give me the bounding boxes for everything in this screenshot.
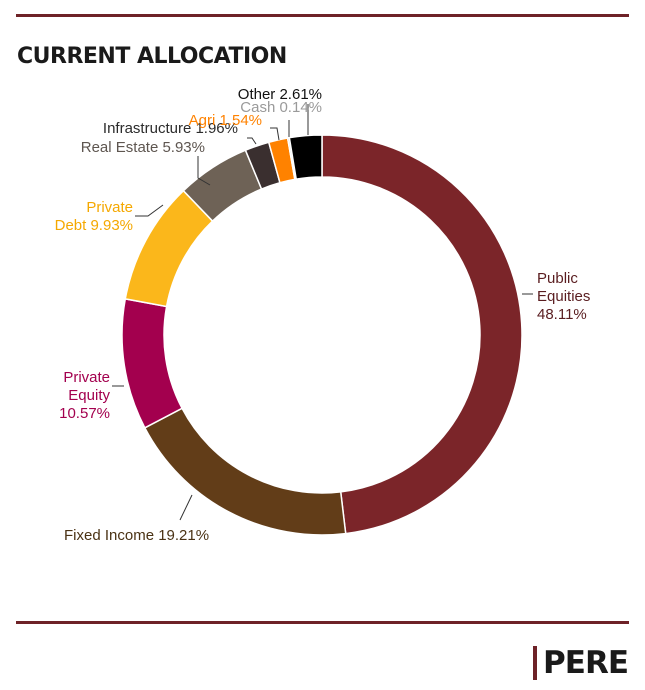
leader-line-fixed-income — [179, 494, 193, 521]
pere-logo: PERE — [533, 645, 629, 681]
label-private-equity: Private Equity 10.57% — [59, 369, 110, 422]
label-line: Private — [63, 369, 110, 386]
label-cash: Cash 0.14% — [240, 99, 322, 116]
label-line: Equities — [537, 288, 590, 305]
bottom-rule — [16, 621, 629, 624]
slice-fixed-income — [143, 407, 347, 536]
leader-line-private-debt — [135, 204, 164, 217]
label-private-debt: Private Debt 9.93% — [55, 199, 133, 234]
label-line: Infrastructure 1.96% — [103, 120, 238, 137]
label-line: Debt 9.93% — [55, 217, 133, 234]
logo-accent-bar — [533, 646, 538, 680]
leader-line-infrastructure — [247, 137, 257, 145]
label-real-estate: Real Estate 5.93% — [81, 139, 205, 156]
label-line: Private — [86, 199, 133, 216]
label-agri: Agri 1.54% — [189, 112, 262, 129]
label-other: Other 2.61% — [238, 86, 322, 103]
label-fixed-income: Fixed Income 19.21% — [64, 527, 209, 544]
top-rule — [16, 14, 629, 17]
label-line: Cash 0.14% — [240, 99, 322, 116]
slice-public-equities — [321, 134, 523, 535]
label-line: 10.57% — [59, 405, 110, 422]
logo-text: PERE — [543, 645, 629, 681]
label-line: Equity — [68, 387, 110, 404]
slice-private-equity — [121, 298, 184, 429]
label-infrastructure: Infrastructure 1.96% — [103, 120, 238, 137]
chart-title: CURRENT ALLOCATION — [17, 44, 287, 69]
label-line: Real Estate 5.93% — [81, 139, 205, 156]
label-line: Fixed Income 19.21% — [64, 527, 209, 544]
label-line: Public — [537, 270, 578, 287]
slice-other — [288, 134, 323, 180]
label-public-equities: Public Equities 48.11% — [537, 270, 590, 323]
label-line: Agri 1.54% — [189, 112, 262, 129]
leader-line-real-estate — [197, 156, 211, 186]
leader-line-agri — [270, 127, 280, 141]
label-line: Other 2.61% — [238, 86, 322, 103]
label-line: 48.11% — [537, 306, 587, 323]
